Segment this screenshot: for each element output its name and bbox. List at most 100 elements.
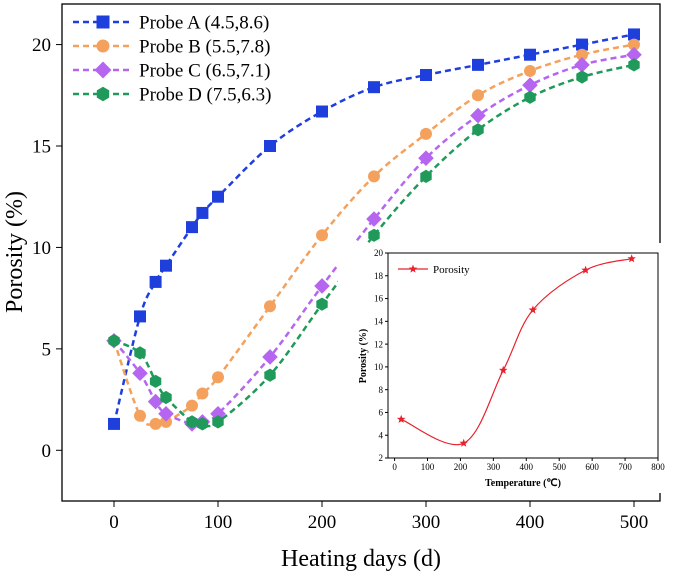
inset-x-tick-label: 300 (487, 462, 501, 472)
inset-y-tick-label: 8 (379, 385, 384, 395)
inset-x-tick-label: 600 (585, 462, 599, 472)
main-data-point (160, 415, 172, 428)
main-legend: Probe A (4.5,8.6) Probe B (5.5,7.8) Probe … (73, 13, 271, 106)
inset-x-tick-label: 400 (520, 462, 534, 472)
inset-y-tick-label: 14 (374, 316, 384, 326)
main-series-line (113, 53, 635, 426)
main-series (106, 28, 642, 432)
main-data-point (576, 48, 588, 61)
main-y-tick-label: 10 (32, 238, 51, 259)
inset-x-tick-label: 200 (454, 462, 468, 472)
inset-plot-frame (387, 252, 659, 459)
inset-x-tick-label: 800 (651, 462, 665, 472)
main-data-point (108, 417, 120, 430)
main-data-point (134, 346, 146, 360)
main-legend-label: Probe A (4.5,8.6) (139, 13, 269, 34)
inset-y-tick-label: 6 (379, 408, 384, 418)
main-data-point (418, 150, 434, 166)
main-x-tick-label: 300 (412, 512, 441, 533)
main-data-point (196, 206, 209, 219)
main-data-point (149, 417, 162, 430)
main-data-point (628, 38, 640, 51)
main-data-point (472, 58, 484, 71)
inset-x-tick-label: 100 (421, 462, 435, 472)
inset-y-tick-label: 4 (379, 430, 384, 440)
main-data-point (316, 229, 328, 242)
inset-data-point (396, 414, 406, 423)
main-legend-label: Probe C (6.5,7.1) (139, 61, 270, 82)
main-data-point (160, 390, 172, 405)
main-data-point (472, 89, 484, 102)
main-x-axis-title: Heating days (d) (281, 546, 441, 572)
inset-data-point (459, 438, 468, 447)
inset-background (338, 243, 666, 493)
main-data-point (264, 368, 276, 382)
main-data-point (524, 90, 536, 104)
main-data-point (522, 77, 538, 93)
inset-x-tick-label: 0 (392, 462, 397, 472)
inset-data-point (581, 265, 590, 274)
main-x-tick-label: 400 (516, 512, 545, 533)
main-data-point (524, 64, 536, 77)
main-data-point (149, 275, 162, 288)
main-series-1 (108, 38, 640, 430)
inset-y-axis-title: Porosity (%) (358, 329, 369, 384)
inset-x-axis-title: Temperature (℃) (485, 478, 561, 489)
main-data-point (186, 221, 198, 234)
main-data-point (196, 387, 209, 400)
inset-y-tick-label: 20 (374, 248, 384, 258)
main-data-point (314, 278, 330, 294)
main-data-point (316, 105, 328, 118)
main-legend-marker (94, 61, 112, 79)
inset-y-tick-label: 18 (374, 271, 384, 281)
main-data-point (212, 415, 224, 429)
main-y-tick-label: 0 (42, 441, 52, 462)
main-data-point (196, 417, 209, 431)
main-y-tick-label: 15 (32, 137, 51, 158)
inset-y-tick-label: 16 (374, 294, 384, 304)
main-y-tick-label: 20 (32, 35, 51, 56)
main-x-tick-label: 200 (308, 512, 337, 533)
inset-ticks: 0 100 200 300 400 500 600 700 800 2 4 6 8 10 12 14 16 18 2… (374, 248, 665, 472)
main-x-tick-label: 500 (620, 512, 649, 533)
main-data-point (472, 123, 484, 137)
inset-series (396, 254, 636, 447)
main-data-point (316, 297, 328, 311)
inset-x-tick-label: 700 (618, 462, 632, 472)
main-series-3 (108, 58, 640, 431)
main-x-tick-label: 100 (204, 512, 233, 533)
main-x-tick-label: 0 (109, 512, 119, 533)
main-data-point (132, 365, 148, 381)
main-data-point (264, 300, 276, 313)
main-legend-marker (96, 86, 110, 102)
main-data-point (134, 310, 146, 323)
inset-series-0 (396, 254, 636, 447)
main-y-axis-title: Porosity (%) (2, 191, 28, 313)
main-legend-marker (96, 39, 110, 53)
inset-legend-label: Porosity (433, 264, 470, 276)
main-data-point (147, 393, 164, 410)
main-series-line (113, 63, 635, 428)
main-legend-marker (96, 15, 110, 29)
main-data-point (576, 70, 588, 84)
main-data-point (149, 374, 162, 388)
main-data-point (158, 405, 174, 422)
inset-data-point (499, 365, 508, 374)
main-legend-label: Probe B (5.5,7.8) (139, 37, 270, 58)
main-data-point (420, 169, 432, 183)
inset-chart: 0 100 200 300 400 500 600 700 800 2 4 6 8 10 12 14 16 18 2… (338, 243, 666, 493)
main-data-point (628, 58, 640, 72)
inset-y-tick-label: 2 (379, 453, 384, 463)
main-data-point (160, 259, 172, 272)
main-data-point (264, 140, 276, 152)
main-data-point (368, 81, 380, 94)
main-data-point (524, 48, 536, 61)
main-data-point (108, 334, 120, 348)
main-y-tick-label: 5 (42, 340, 52, 361)
main-legend-label: Probe D (7.5,6.3) (139, 85, 271, 106)
inset-data-point (528, 305, 538, 314)
main-data-point (470, 107, 486, 124)
